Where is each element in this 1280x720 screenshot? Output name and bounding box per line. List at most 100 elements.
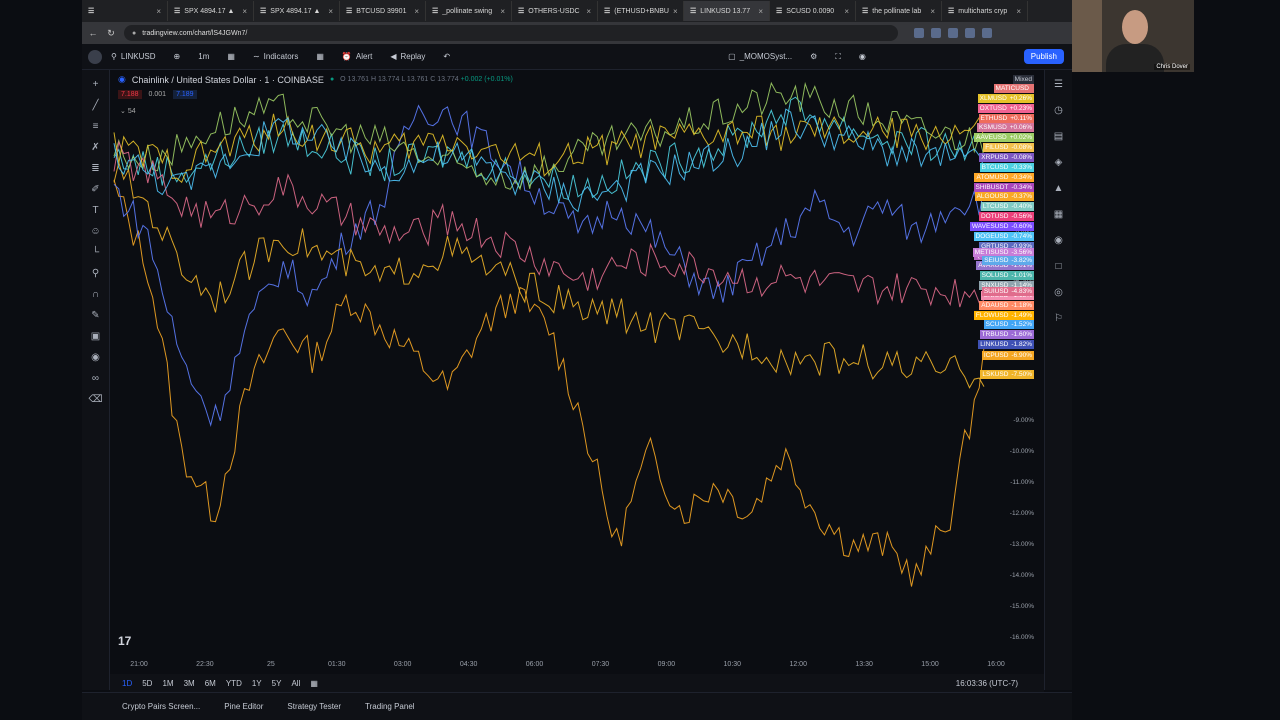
- scale-mode-label[interactable]: Mixed: [1012, 75, 1034, 84]
- browser-tab[interactable]: ☰ _pollinate swing ×: [426, 1, 512, 21]
- browser-tab[interactable]: ☰ BTCUSD 39901 ×: [340, 1, 426, 21]
- close-tab-icon[interactable]: ×: [156, 6, 161, 16]
- add-symbol-button[interactable]: ⊕: [173, 52, 181, 61]
- bottom-tab[interactable]: Crypto Pairs Screen...: [122, 702, 201, 711]
- series-badge[interactable]: AVAXUSD -1.01%: [976, 261, 1034, 271]
- replay-button[interactable]: ◀ Replay: [381, 52, 434, 61]
- series-badge[interactable]: ALGOUSD -0.37%: [974, 192, 1034, 202]
- series-badge[interactable]: GRTUSD -0.93%: [979, 241, 1034, 251]
- ruler-icon[interactable]: └: [91, 247, 100, 258]
- close-tab-icon[interactable]: ×: [1016, 6, 1021, 16]
- browser-tab[interactable]: ☰ the pollinate lab ×: [856, 1, 942, 21]
- series-badge[interactable]: METISUSD -3.56%: [972, 247, 1034, 257]
- range-button-all[interactable]: All: [291, 678, 301, 688]
- publish-button[interactable]: Publish: [1023, 49, 1064, 64]
- zoom-icon[interactable]: ⚲: [91, 268, 100, 279]
- indicators-button[interactable]: ∼ Indicators: [244, 52, 307, 61]
- series-badge[interactable]: ETHUSD +0.11%: [978, 113, 1034, 123]
- chart-pane[interactable]: ◉ Chainlink / United States Dollar · 1 ·…: [110, 70, 1044, 658]
- bottom-tab[interactable]: Trading Panel: [365, 702, 415, 711]
- undo-button[interactable]: ↶: [443, 52, 451, 61]
- series-badge[interactable]: LSKUSD -7.50%: [980, 370, 1034, 379]
- close-tab-icon[interactable]: ×: [500, 6, 505, 16]
- series-badge[interactable]: OXTUSD +0.23%: [977, 103, 1034, 113]
- eye-icon[interactable]: ◉: [91, 352, 100, 363]
- range-button-1d[interactable]: 1D: [122, 678, 133, 688]
- close-tab-icon[interactable]: ×: [930, 6, 935, 16]
- close-tab-icon[interactable]: ×: [844, 6, 849, 16]
- browser-tab[interactable]: ☰ OTHERS-USDC ×: [512, 1, 598, 21]
- browser-tab[interactable]: ☰ SPX 4894.17 ▲ ×: [168, 1, 254, 21]
- extension-icon[interactable]: [931, 28, 941, 38]
- series-badge[interactable]: MATICUSD: [993, 84, 1034, 93]
- series-badge[interactable]: XRPUSD -0.08%: [979, 152, 1034, 162]
- notifications-icon[interactable]: ⚐: [1054, 313, 1063, 324]
- series-badge[interactable]: BTCUSD -0.33%: [979, 162, 1034, 172]
- series-line-dogeusd[interactable]: [113, 108, 985, 213]
- range-button-6m[interactable]: 6M: [204, 678, 216, 688]
- crosshair-icon[interactable]: +: [92, 79, 99, 90]
- symbol-search-button[interactable]: ⚲ LINKUSD: [102, 52, 165, 61]
- series-badge[interactable]: SNXUSD -1.14%: [979, 281, 1034, 290]
- clock[interactable]: 16:03:36 (UTC-7): [955, 678, 1018, 688]
- series-badge[interactable]: SCUSD -1.52%: [983, 320, 1034, 330]
- trend-line-icon[interactable]: ╱: [92, 100, 99, 111]
- browser-tab[interactable]: ☰ SPX 4894.17 ▲ ×: [254, 1, 340, 21]
- layers-icon[interactable]: ◈: [1054, 157, 1063, 168]
- lock-icon[interactable]: ▣: [90, 331, 101, 342]
- series-badge[interactable]: DOGEUSD -0.74%: [973, 231, 1034, 241]
- draw-mode-icon[interactable]: ✎: [91, 310, 100, 321]
- data-window-icon[interactable]: ▤: [1053, 131, 1064, 142]
- hotlist-icon[interactable]: ▲: [1053, 183, 1064, 194]
- fullscreen-button[interactable]: ⛶: [835, 51, 841, 61]
- extension-icon[interactable]: [914, 28, 924, 38]
- settings-button[interactable]: ⚙: [810, 52, 818, 61]
- close-tab-icon[interactable]: ×: [758, 6, 763, 16]
- horizontal-lines-icon[interactable]: ≡: [92, 121, 99, 132]
- close-tab-icon[interactable]: ×: [414, 6, 419, 16]
- series-badge[interactable]: DOTUSD -0.56%: [978, 212, 1034, 222]
- close-tab-icon[interactable]: ×: [242, 6, 247, 16]
- close-tab-icon[interactable]: ×: [586, 6, 591, 16]
- browser-tab[interactable]: ☰ SCUSD 0.0090 ×: [770, 1, 856, 21]
- fib-icon[interactable]: ≣: [91, 163, 100, 174]
- series-badge[interactable]: SUIUSD -4.83%: [981, 287, 1034, 297]
- reload-icon[interactable]: ↻: [107, 27, 115, 38]
- close-tab-icon[interactable]: ×: [672, 6, 678, 16]
- series-badge[interactable]: LINKUSD -1.82%: [978, 340, 1034, 350]
- calendar-icon[interactable]: ▦: [1053, 209, 1064, 220]
- link-icon[interactable]: ∞: [91, 373, 100, 384]
- bottom-tab[interactable]: Pine Editor: [224, 702, 264, 711]
- indicator-count[interactable]: ⌄ 54: [120, 107, 136, 115]
- series-badge[interactable]: ATOMUSD -0.34%: [974, 172, 1034, 182]
- browser-tab[interactable]: ☰ LINKUSD 13.77 ×: [684, 1, 770, 21]
- range-button-5d[interactable]: 5D: [142, 678, 153, 688]
- series-badge[interactable]: ADAUSD -1.18%: [979, 300, 1034, 310]
- series-line-btcusd[interactable]: [113, 96, 985, 200]
- chart-type-button[interactable]: ▦: [227, 52, 235, 61]
- layout-name-button[interactable]: ▢ _MOMOSyst...: [719, 52, 801, 61]
- templates-button[interactable]: ▦: [316, 52, 324, 61]
- series-badge[interactable]: TRBUSD -1.60%: [979, 330, 1034, 340]
- browser-tab[interactable]: ☰ (ETHUSD+BNBU ×: [598, 1, 684, 21]
- range-button-3m[interactable]: 3M: [183, 678, 195, 688]
- watchlist-icon[interactable]: ☰: [1054, 79, 1063, 90]
- series-badge[interactable]: KSMUSD +0.06%: [976, 123, 1034, 133]
- chat-icon[interactable]: □: [1055, 261, 1062, 272]
- back-icon[interactable]: ←: [88, 28, 98, 38]
- series-badge[interactable]: XLMUSD +0.26%: [977, 93, 1034, 103]
- extension-icon[interactable]: [948, 28, 958, 38]
- series-line-aaveusd[interactable]: [113, 81, 985, 191]
- time-axis[interactable]: 21:00 22:30 25 01:30 03:00 04:30 06:00 07:30 09:…: [110, 658, 1044, 674]
- series-badge[interactable]: WAVESUSD -0.60%: [969, 221, 1034, 231]
- address-input[interactable]: ● tradingview.com/chart/lS4JGWn7/: [124, 25, 898, 41]
- series-badge[interactable]: LTCUSD -0.40%: [980, 202, 1034, 212]
- series-badge[interactable]: FLOWUSD -1.49%: [973, 310, 1034, 320]
- alert-button[interactable]: ⏰ Alert: [333, 52, 381, 61]
- goto-date-icon[interactable]: ▦: [310, 678, 318, 688]
- snapshot-button[interactable]: ◉: [858, 52, 866, 61]
- trash-icon[interactable]: ⌫: [88, 394, 103, 405]
- ideas-icon[interactable]: ◉: [1054, 235, 1063, 246]
- range-button-5y[interactable]: 5Y: [271, 678, 282, 688]
- sell-price[interactable]: 7.188: [118, 90, 142, 99]
